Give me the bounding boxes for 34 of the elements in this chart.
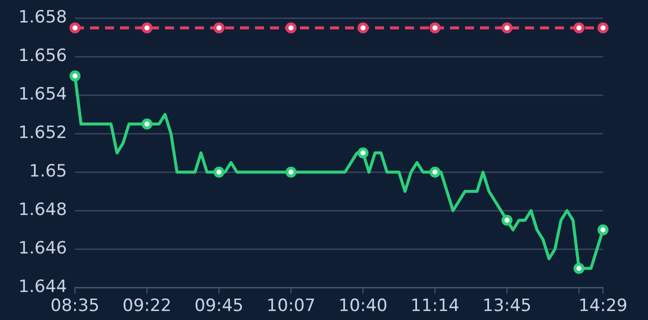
x-tick-label: 10:07 xyxy=(266,296,316,316)
point xyxy=(70,70,80,82)
point xyxy=(70,22,80,34)
x-tick-label: 14:29 xyxy=(578,296,628,316)
point xyxy=(574,262,584,274)
point xyxy=(358,22,368,34)
y-tick-label: 1.648 xyxy=(18,200,67,220)
x-tick-label: 09:22 xyxy=(122,296,172,316)
y-tick-label: 1.65 xyxy=(29,162,67,182)
y-tick-label: 1.652 xyxy=(18,123,67,144)
x-tick-label: 08:35 xyxy=(50,296,100,316)
point xyxy=(598,224,608,236)
point xyxy=(430,166,440,178)
x-tick-label: 10:40 xyxy=(338,296,388,316)
point xyxy=(502,214,512,226)
x-tick-label: 11:14 xyxy=(410,296,460,316)
point xyxy=(142,22,152,34)
point xyxy=(430,22,440,34)
y-tick-label: 1.658 xyxy=(18,8,67,28)
point xyxy=(214,22,224,34)
y-tick-label: 1.644 xyxy=(18,277,67,298)
point xyxy=(598,22,608,34)
point xyxy=(142,118,152,130)
point xyxy=(574,22,584,34)
point xyxy=(502,22,512,34)
y-tick-label: 1.654 xyxy=(18,84,67,105)
point xyxy=(358,147,368,158)
x-tick-label: 13:45 xyxy=(482,296,532,316)
y-tick-label: 1.656 xyxy=(18,46,67,66)
point xyxy=(286,22,296,34)
point xyxy=(286,166,296,178)
point xyxy=(214,166,224,178)
x-tick-label: 09:45 xyxy=(194,296,244,316)
y-tick-label: 1.646 xyxy=(18,238,67,259)
